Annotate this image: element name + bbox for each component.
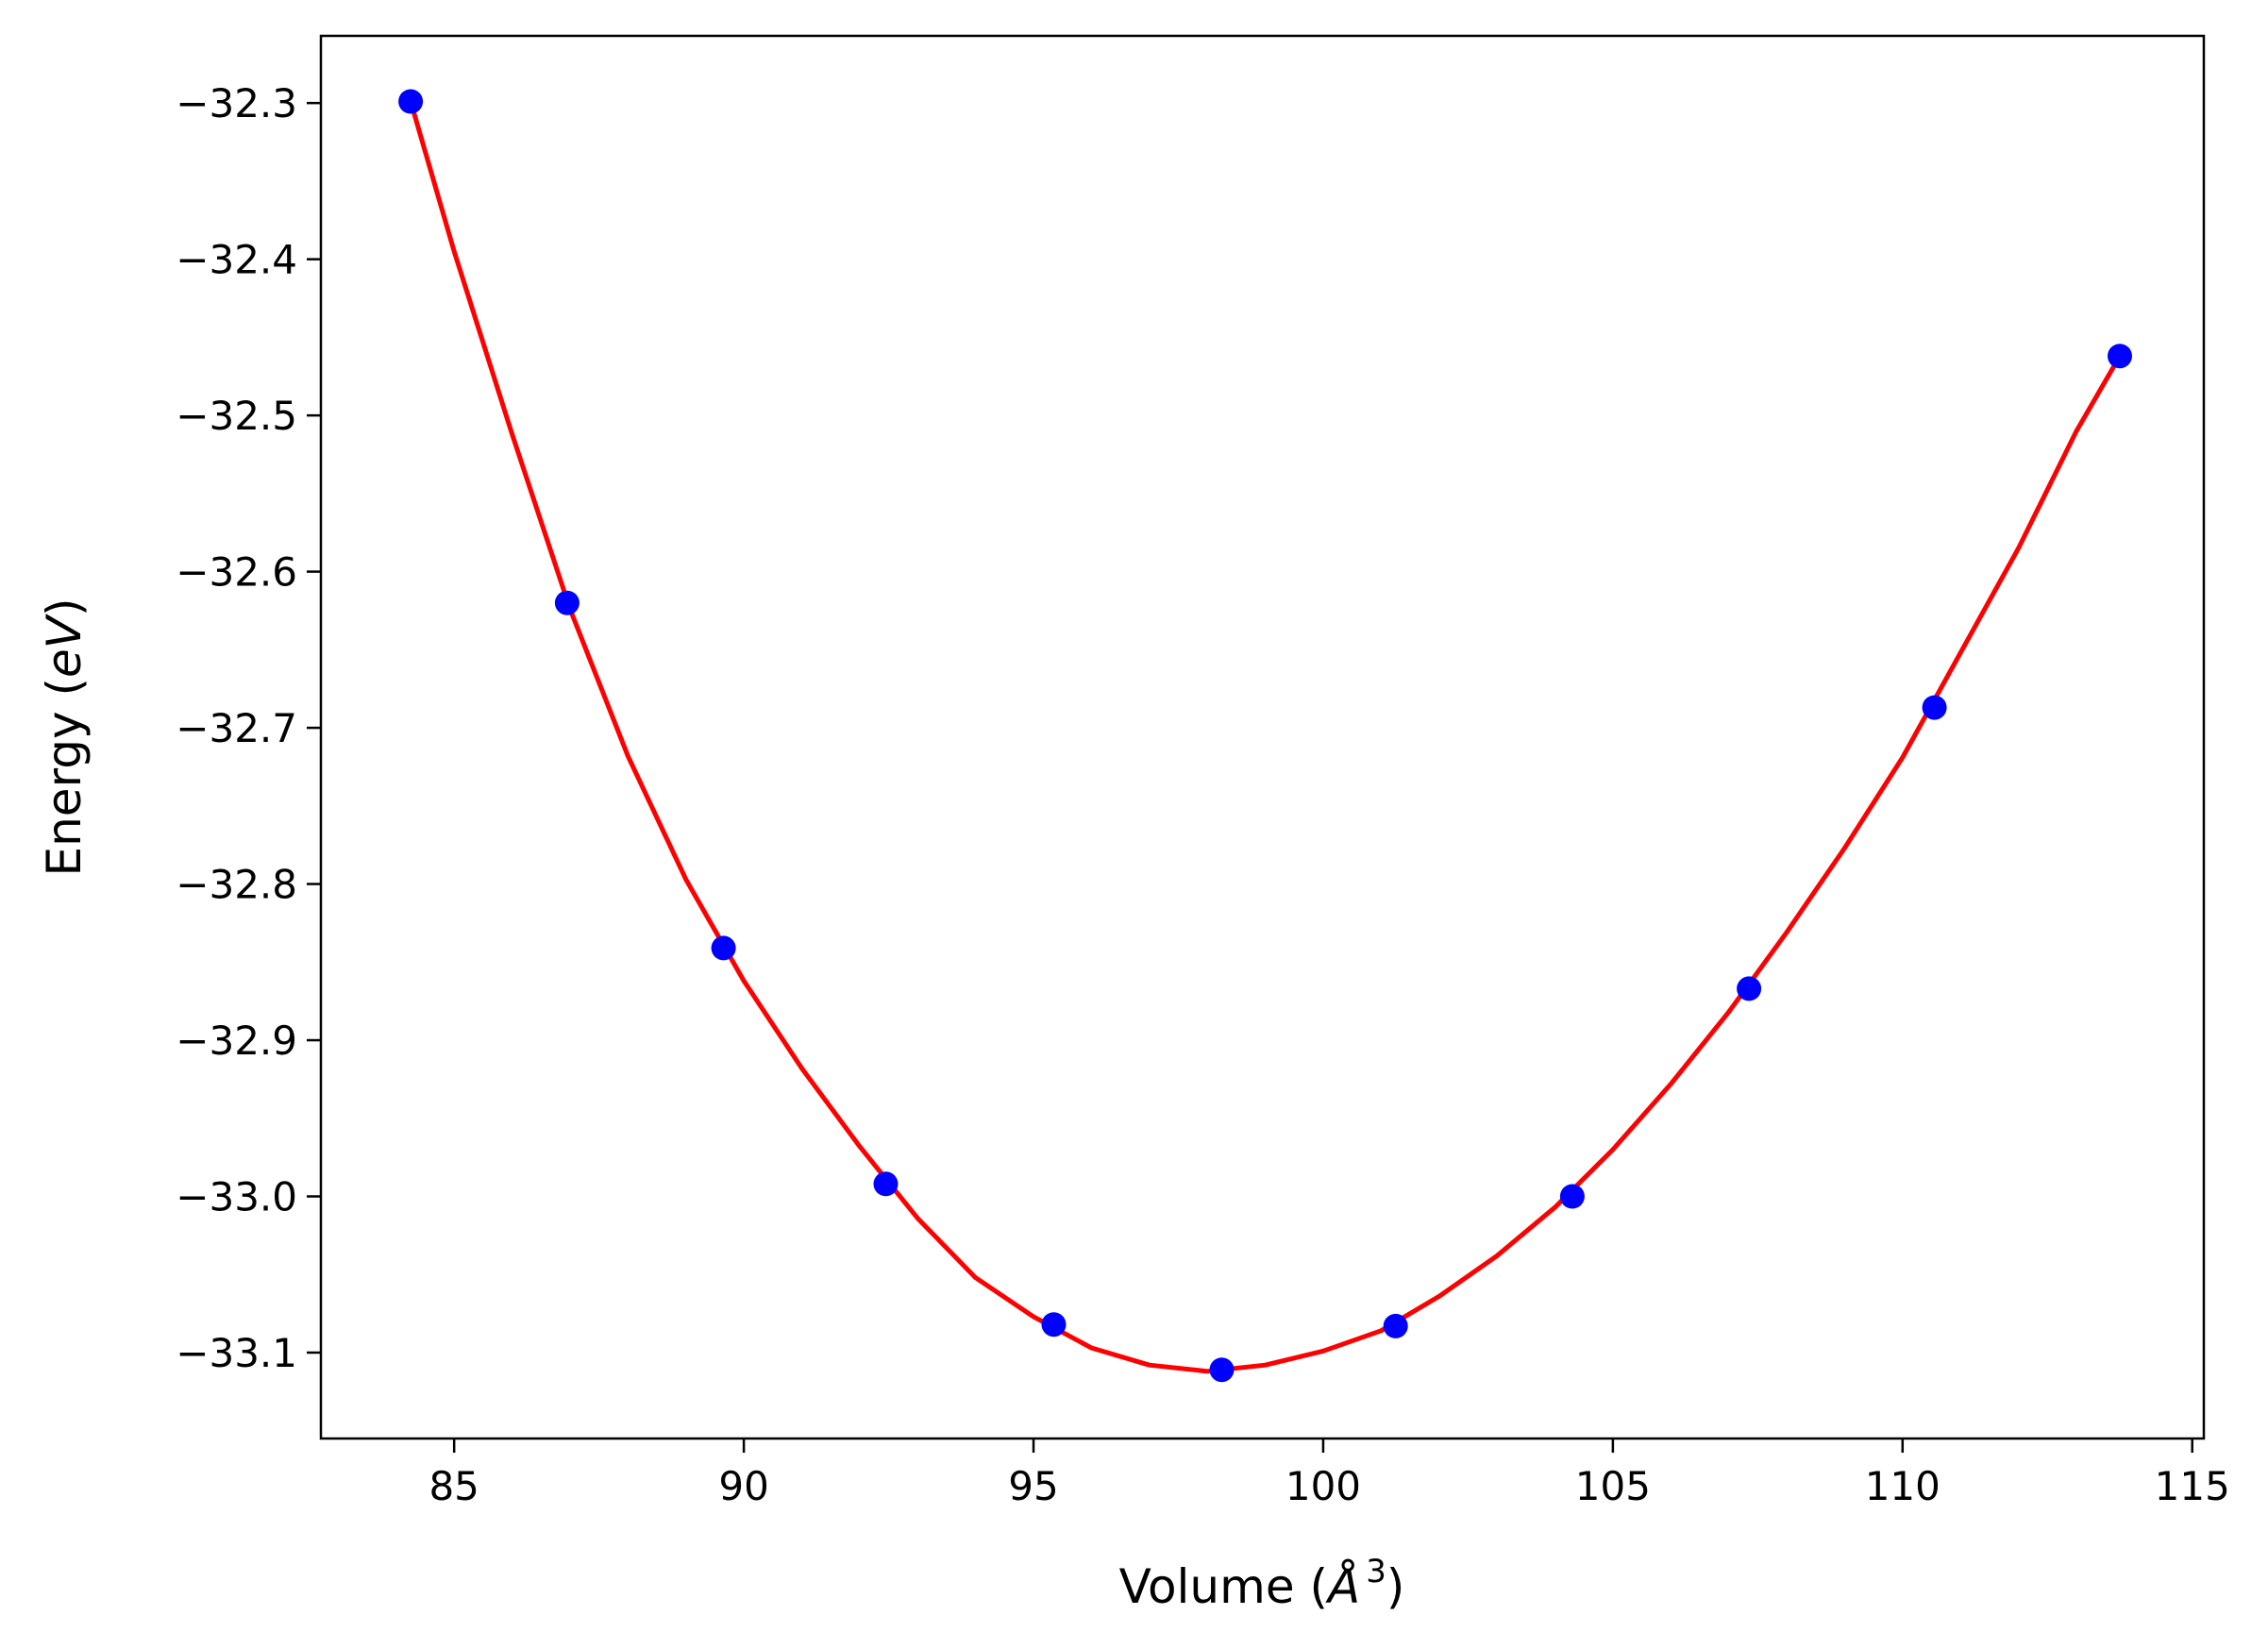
x-tick-label: 95 [1008,1463,1058,1509]
fit-line-layer [408,99,2123,1374]
x-tick-label: 115 [2155,1463,2230,1509]
data-point [1737,976,1762,1001]
y-axis-ticks: −32.3 −32.4 −32.5 −32.6 −32.7 −32.8 −32.9 −33.0… [176,80,321,1376]
x-axis-label-superscript: 3 [1366,1553,1386,1590]
x-axis-label-suffix: ) [1386,1559,1405,1614]
y-axis-label: Energy (eV) [37,598,92,877]
data-point [2108,344,2132,369]
data-point [398,89,424,114]
y-tick-label: −33.0 [176,1174,297,1220]
y-tick-label: −32.8 [176,862,297,908]
data-point [1383,1313,1408,1338]
data-point [711,935,736,961]
data-point [554,590,580,615]
x-tick-label: 110 [1865,1463,1940,1509]
y-tick-label: −32.9 [176,1018,297,1064]
y-tick-label: −32.3 [176,80,297,126]
x-axis-ticks: 85 90 95 100 105 110 115 [428,1439,2230,1509]
x-axis-label-prefix: Volume ( [1119,1559,1328,1614]
y-tick-label: −33.1 [176,1330,297,1376]
x-tick-label: 85 [428,1463,479,1509]
data-points-layer [398,89,2132,1383]
x-axis-label: Volume (Å 3) [1119,1553,1405,1614]
y-tick-label: −32.6 [176,549,297,596]
y-axis-label-prefix: Energy ( [37,678,92,876]
x-tick-label: 105 [1575,1463,1651,1509]
x-tick-label: 100 [1285,1463,1361,1509]
y-tick-label: −32.7 [176,705,297,751]
data-point [1922,695,1947,720]
x-axis-label-symbol: Å [1325,1559,1360,1614]
fit-curve-line [408,99,2123,1374]
plot-frame [319,34,2206,1440]
x-tick-label: 90 [718,1463,768,1509]
data-point [1209,1357,1235,1383]
y-axis-label-suffix: ) [37,598,92,617]
data-point [1041,1312,1067,1338]
y-tick-label: −32.4 [176,237,297,283]
y-axis-label-symbol: eV [37,613,92,678]
y-tick-label: −32.5 [176,393,297,439]
data-point [873,1171,899,1197]
data-point [1559,1184,1585,1209]
